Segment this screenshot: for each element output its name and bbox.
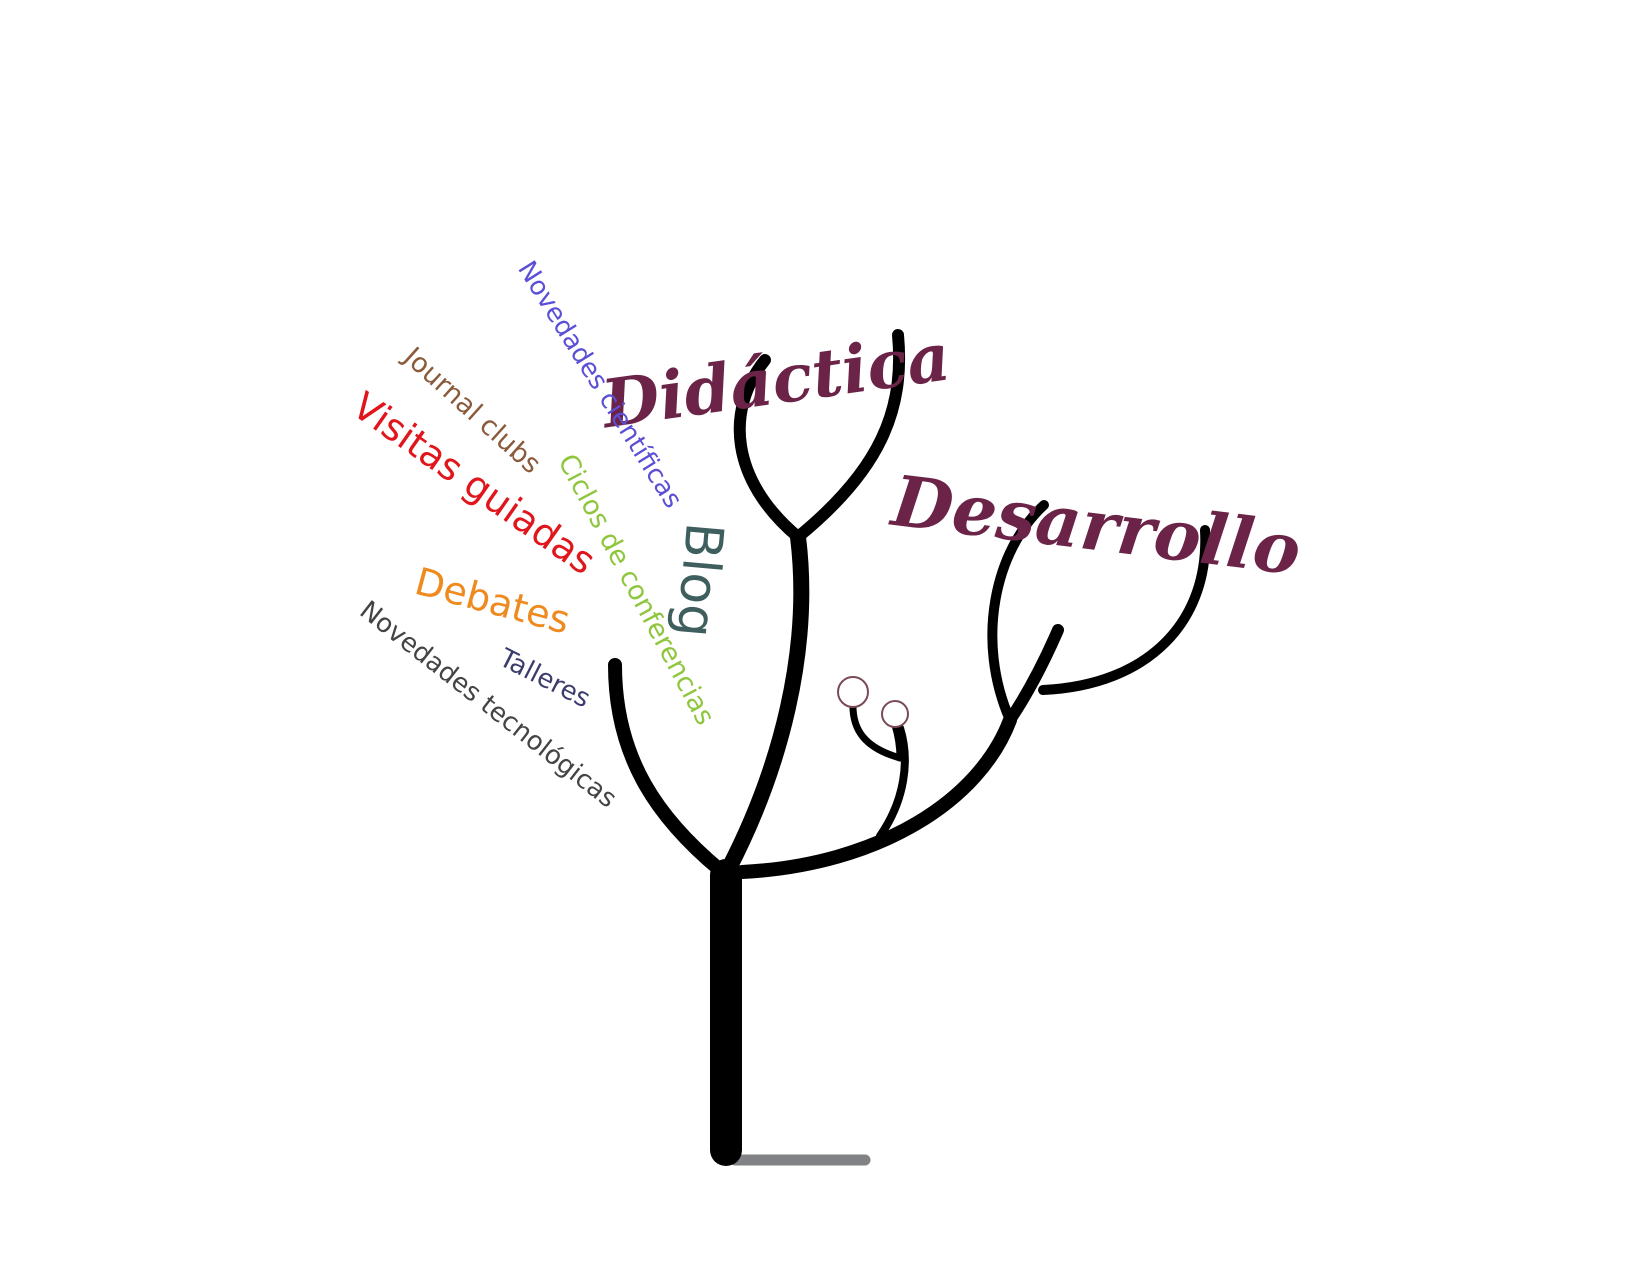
didactica-right-twig	[792, 329, 906, 543]
bud-right-icon	[881, 700, 909, 728]
leaf-word-blog: Blog	[664, 520, 734, 640]
desarrollo-main-twig	[1004, 624, 1064, 726]
bud-stem-left	[849, 699, 904, 762]
didactica-left-twig	[733, 354, 804, 543]
bud-left-icon	[837, 676, 869, 708]
right-branch	[735, 713, 1017, 879]
tree-drawing	[608, 329, 1211, 1166]
central-branch	[720, 529, 810, 878]
left-branch	[608, 658, 727, 877]
bud-stem	[876, 724, 909, 840]
desarrollo-left-twig	[987, 500, 1049, 725]
desarrollo-right-twig	[1038, 525, 1211, 695]
